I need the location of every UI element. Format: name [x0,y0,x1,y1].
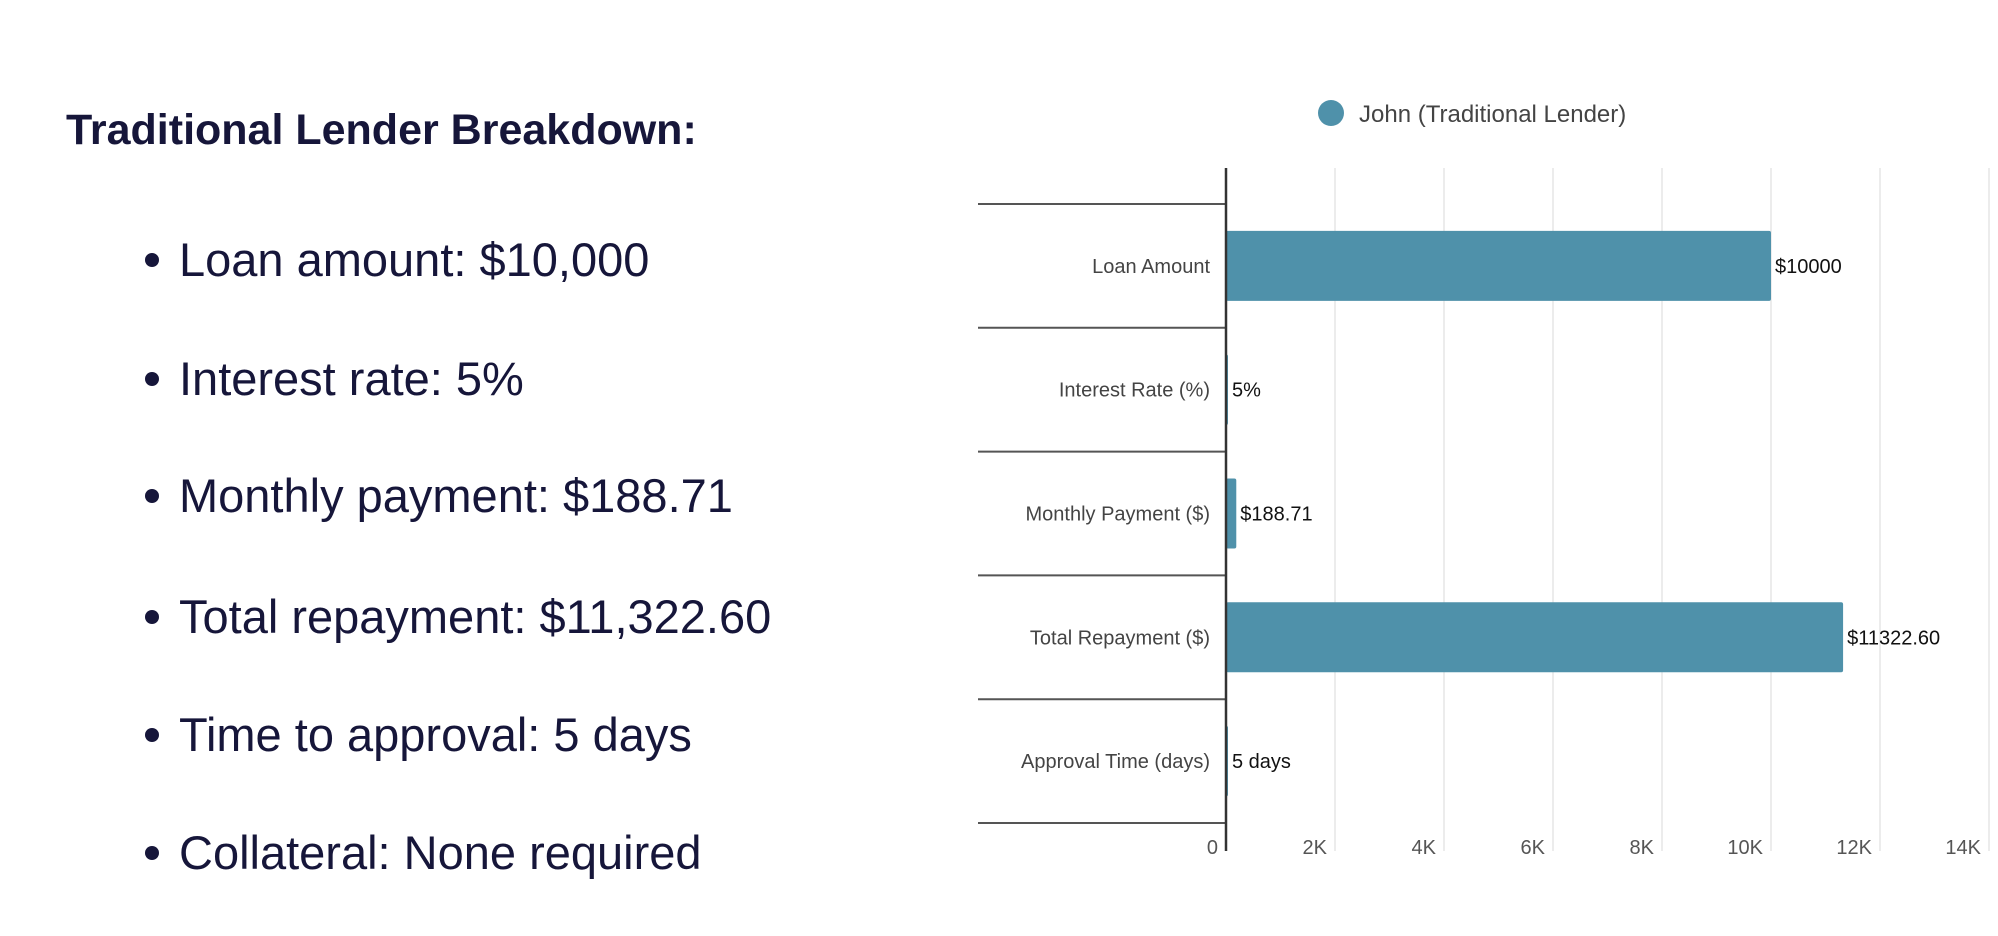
bar [1226,478,1237,549]
list-item: Monthly payment: $188.71 [145,472,733,519]
x-tick-label: 14K [1945,837,1981,859]
list-item-text: Interest rate: 5% [179,352,524,405]
category-label: Loan Amount [1092,256,1210,278]
bar [1226,602,1844,673]
x-tick-label: 10K [1727,837,1763,859]
bullet-icon [145,488,159,503]
legend-marker-icon [1318,100,1344,126]
data-label: $10000 [1775,256,1842,278]
data-label: 5% [1232,380,1261,402]
bar [1226,230,1771,301]
section-title: Traditional Lender Breakdown: [66,106,697,154]
data-label: 5 days [1232,751,1291,773]
category-label: Interest Rate (%) [1059,380,1210,402]
list-item-text: Time to approval: 5 days [179,708,692,761]
data-label: $11322.60 [1847,627,1940,649]
x-tick-label: 0 [1207,837,1218,859]
x-tick-label: 6K [1521,837,1546,859]
legend-label: John (Traditional Lender) [1359,101,1626,128]
x-tick-label: 4K [1412,837,1437,859]
list-item-text: Total repayment: $11,322.60 [179,590,772,643]
bullet-icon [145,371,159,386]
list-item: Interest rate: 5% [145,355,524,402]
list-item: Total repayment: $11,322.60 [145,593,771,640]
list-item: Loan amount: $10,000 [145,236,649,283]
category-label: Approval Time (days) [1021,751,1210,773]
data-label: $188.71 [1240,504,1312,526]
list-item: Time to approval: 5 days [145,711,692,758]
x-tick-label: 12K [1836,837,1872,859]
list-item-text: Monthly payment: $188.71 [179,469,733,522]
x-tick-label: 2K [1303,837,1328,859]
list-item-text: Collateral: None required [179,826,702,879]
bullet-icon [145,727,159,742]
x-tick-label: 8K [1630,837,1655,859]
category-label: Total Repayment ($) [1030,627,1210,649]
list-item: Collateral: None required [145,829,702,876]
list-item-text: Loan amount: $10,000 [179,233,650,286]
category-label: Monthly Payment ($) [1025,504,1210,526]
bullet-icon [145,845,159,860]
bullet-icon [145,252,159,267]
bullet-icon [145,609,159,624]
